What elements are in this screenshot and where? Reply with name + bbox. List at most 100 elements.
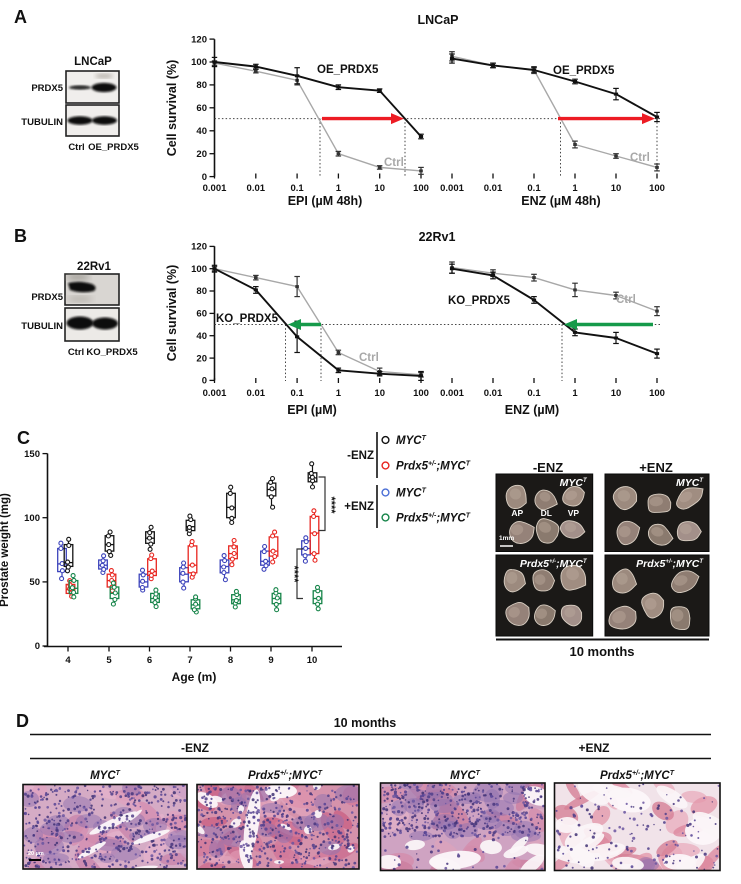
svg-text:+ENZ: +ENZ — [578, 741, 609, 755]
svg-text:0.1: 0.1 — [290, 183, 304, 194]
svg-text:MYCT: MYCT — [560, 477, 588, 489]
svg-text:0: 0 — [202, 376, 207, 387]
svg-text:10: 10 — [611, 388, 622, 399]
svg-text:0.001: 0.001 — [440, 183, 464, 194]
svg-text:8: 8 — [228, 655, 233, 666]
svg-text:LNCaP: LNCaP — [74, 56, 112, 68]
svg-text:120: 120 — [191, 34, 207, 45]
svg-text:Prdx5+/-;MYCT: Prdx5+/-;MYCT — [600, 770, 675, 782]
svg-text:10: 10 — [374, 388, 385, 399]
svg-text:0.01: 0.01 — [484, 183, 503, 194]
svg-text:100: 100 — [413, 388, 429, 399]
svg-text:0: 0 — [35, 641, 40, 652]
svg-text:Prostate weight (mg): Prostate weight (mg) — [0, 493, 11, 607]
svg-text:20 µm: 20 µm — [28, 851, 44, 857]
svg-text:OE_PRDX5: OE_PRDX5 — [317, 64, 379, 76]
svg-text:Cell survival (%): Cell survival (%) — [165, 60, 179, 157]
svg-text:40: 40 — [196, 126, 207, 137]
svg-text:+ENZ: +ENZ — [639, 460, 673, 475]
svg-text:Ctrl: Ctrl — [384, 157, 404, 169]
svg-text:10: 10 — [374, 183, 385, 194]
svg-text:PRDX5: PRDX5 — [31, 292, 63, 303]
svg-text:KO_PRDX5: KO_PRDX5 — [216, 313, 279, 325]
svg-text:1: 1 — [572, 388, 578, 399]
svg-text:PRDX5: PRDX5 — [31, 83, 63, 94]
svg-text:100: 100 — [191, 264, 207, 275]
svg-text:B: B — [14, 226, 27, 246]
svg-text:EPI (µM 48h): EPI (µM 48h) — [288, 194, 363, 208]
svg-text:0.001: 0.001 — [203, 183, 227, 194]
svg-text:20: 20 — [196, 353, 207, 364]
svg-text:Prdx5+/-;MYCT: Prdx5+/-;MYCT — [396, 461, 471, 473]
svg-text:10: 10 — [307, 655, 318, 666]
svg-text:1: 1 — [336, 183, 342, 194]
svg-text:4: 4 — [65, 655, 71, 666]
svg-text:-ENZ: -ENZ — [181, 741, 209, 755]
svg-text:1: 1 — [572, 183, 578, 194]
svg-text:22Rv1: 22Rv1 — [419, 230, 456, 244]
svg-text:10 months: 10 months — [569, 644, 634, 659]
svg-text:Ctrl: Ctrl — [630, 152, 650, 164]
svg-text:40: 40 — [196, 331, 207, 342]
svg-text:50: 50 — [29, 577, 40, 588]
svg-text:TUBULIN: TUBULIN — [21, 117, 63, 128]
svg-text:0: 0 — [202, 172, 207, 183]
svg-text:LNCaP: LNCaP — [418, 13, 459, 27]
svg-text:80: 80 — [196, 286, 207, 297]
svg-text:0.01: 0.01 — [484, 388, 503, 399]
svg-text:Prdx5+/-;MYCT: Prdx5+/-;MYCT — [520, 558, 588, 570]
svg-text:100: 100 — [191, 57, 207, 68]
svg-text:KO_PRDX5: KO_PRDX5 — [448, 295, 511, 307]
svg-text:+ENZ: +ENZ — [344, 501, 374, 513]
svg-text:MYCT: MYCT — [90, 770, 121, 782]
svg-text:7: 7 — [187, 655, 192, 666]
svg-text:0.001: 0.001 — [203, 388, 227, 399]
svg-text:MYCT: MYCT — [396, 488, 427, 500]
svg-text:6: 6 — [147, 655, 152, 666]
svg-text:0.01: 0.01 — [247, 183, 266, 194]
svg-text:OE_PRDX5: OE_PRDX5 — [88, 142, 139, 153]
svg-text:Age (m): Age (m) — [172, 670, 217, 684]
svg-text:100: 100 — [413, 183, 429, 194]
svg-text:Prdx5+/-;MYCT: Prdx5+/-;MYCT — [636, 558, 704, 570]
svg-text:A: A — [14, 7, 27, 27]
svg-text:****: **** — [325, 496, 337, 514]
svg-text:10 months: 10 months — [334, 716, 397, 730]
svg-text:OE_PRDX5: OE_PRDX5 — [553, 65, 615, 77]
svg-text:9: 9 — [268, 655, 273, 666]
svg-text:0.001: 0.001 — [440, 388, 464, 399]
svg-text:0.1: 0.1 — [527, 183, 541, 194]
svg-text:Ctrl: Ctrl — [616, 294, 636, 306]
svg-text:Prdx5+/-;MYCT: Prdx5+/-;MYCT — [248, 770, 323, 782]
svg-text:EPI (µM): EPI (µM) — [287, 403, 337, 417]
svg-text:120: 120 — [191, 242, 207, 253]
svg-text:Ctrl: Ctrl — [68, 347, 84, 358]
svg-text:DL: DL — [541, 508, 552, 518]
svg-text:22Rv1: 22Rv1 — [77, 261, 111, 273]
svg-text:100: 100 — [649, 183, 665, 194]
svg-text:****: **** — [288, 565, 300, 583]
svg-text:Ctrl: Ctrl — [68, 142, 84, 153]
svg-text:100: 100 — [649, 388, 665, 399]
svg-text:1mm: 1mm — [499, 535, 514, 542]
svg-text:100: 100 — [24, 513, 40, 524]
svg-text:MYCT: MYCT — [450, 770, 481, 782]
svg-text:0.1: 0.1 — [290, 388, 304, 399]
svg-text:5: 5 — [106, 655, 112, 666]
svg-text:20: 20 — [196, 149, 207, 160]
svg-text:VP: VP — [568, 508, 580, 518]
svg-text:ENZ (µM): ENZ (µM) — [505, 403, 559, 417]
svg-text:1: 1 — [336, 388, 342, 399]
svg-text:AP: AP — [511, 508, 523, 518]
svg-text:D: D — [16, 711, 29, 731]
svg-text:ENZ (µM 48h): ENZ (µM 48h) — [521, 194, 600, 208]
svg-text:80: 80 — [196, 80, 207, 91]
svg-text:150: 150 — [24, 449, 40, 460]
svg-text:60: 60 — [196, 309, 207, 320]
svg-text:-ENZ: -ENZ — [347, 450, 374, 462]
svg-text:-ENZ: -ENZ — [533, 460, 563, 475]
svg-text:TUBULIN: TUBULIN — [21, 321, 63, 332]
svg-text:MYCT: MYCT — [676, 477, 704, 489]
svg-text:10: 10 — [611, 183, 622, 194]
svg-text:MYCT: MYCT — [396, 435, 427, 447]
